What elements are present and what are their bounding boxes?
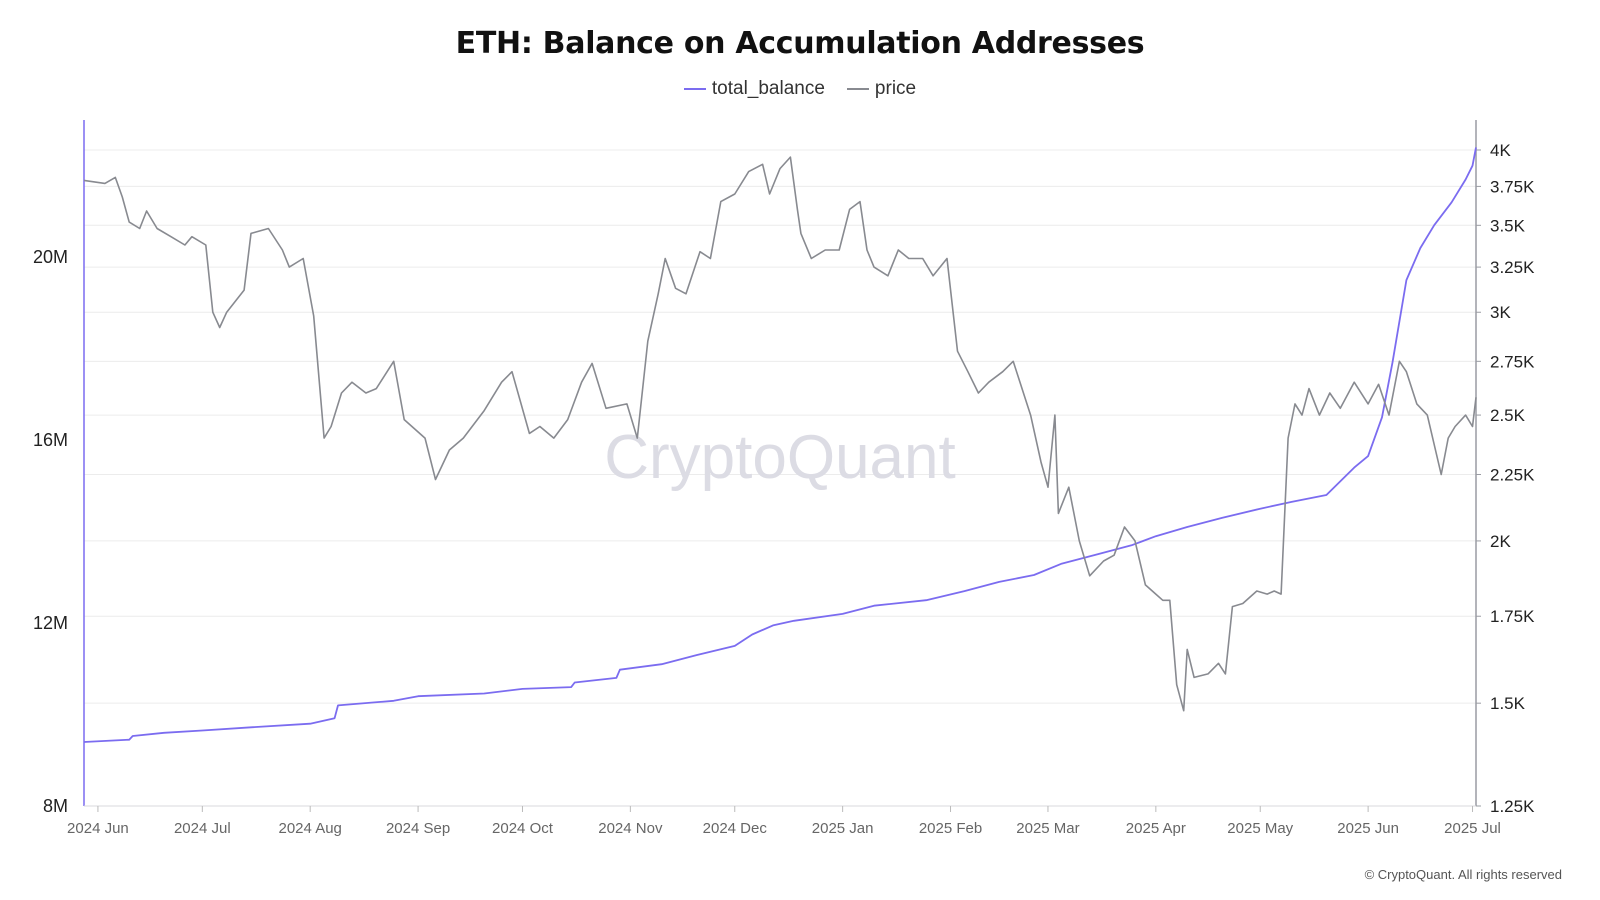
y-left-tick-label: 16M (33, 430, 68, 450)
x-tick-label: 2025 Jan (812, 820, 874, 837)
series-line-total-balance (83, 147, 1477, 743)
x-tick-label: 2025 Feb (919, 820, 982, 837)
legend-item-total-balance[interactable]: total_balance (683, 78, 825, 100)
x-tick-label: 2024 Nov (598, 820, 663, 837)
y-right-tick-label: 3.75K (1490, 177, 1535, 196)
x-tick-label: 2024 Oct (492, 820, 554, 837)
y-left-tick-label: 8M (43, 796, 68, 816)
legend-swatch-total-balance (683, 88, 706, 90)
watermark: CryptoQuant (604, 423, 956, 492)
legend-item-price[interactable]: price (846, 78, 917, 100)
x-tick-label: 2024 Jun (67, 820, 129, 837)
x-tick-label: 2025 Apr (1126, 820, 1186, 837)
x-tick-label: 2024 Dec (703, 820, 768, 837)
x-tick-label: 2024 Sep (386, 820, 450, 837)
y-right-tick-label: 3.5K (1490, 216, 1526, 235)
x-tick-label: 2024 Aug (278, 820, 341, 837)
grid-lines (84, 149, 1476, 807)
chart-legend: total_balance price (0, 78, 1600, 100)
y-right-tick-label: 2.75K (1490, 352, 1535, 371)
y-right-tick-label: 1.5K (1490, 694, 1526, 713)
x-tick-label: 2025 Mar (1016, 820, 1079, 837)
x-tick-label: 2025 Jul (1444, 820, 1501, 837)
x-tick-label: 2025 May (1227, 820, 1293, 837)
y-right-tick-label: 1.75K (1490, 607, 1535, 626)
series-line-price (83, 156, 1477, 712)
y-right-tick-label: 2.25K (1490, 465, 1535, 484)
x-tick-label: 2024 Jul (174, 820, 231, 837)
chart-title: ETH: Balance on Accumulation Addresses (455, 26, 1145, 61)
legend-swatch-price (846, 88, 869, 90)
series-lines (83, 147, 1477, 743)
y-right-tick-label: 4K (1490, 141, 1511, 160)
legend-label-price: price (874, 78, 917, 99)
y-right-tick-label: 2K (1490, 532, 1511, 551)
tick-labels: 2024 Jun 2024 Jul 2024 Aug 2024 Sep 2024 Oct… (33, 141, 1535, 837)
y-right-tick-label: 3K (1490, 303, 1511, 322)
y-right-tick-label: 3.25K (1490, 258, 1535, 277)
y-left-tick-label: 20M (33, 247, 68, 267)
axes (83, 120, 1481, 812)
x-tick-label: 2025 Jun (1337, 820, 1399, 837)
y-right-tick-label: 1.25K (1490, 797, 1535, 816)
y-right-tick-label: 2.5K (1490, 406, 1526, 425)
copyright-notice: © CryptoQuant. All rights reserved (1364, 867, 1562, 882)
legend-label-total-balance: total_balance (711, 78, 825, 99)
y-left-tick-label: 12M (33, 613, 68, 633)
